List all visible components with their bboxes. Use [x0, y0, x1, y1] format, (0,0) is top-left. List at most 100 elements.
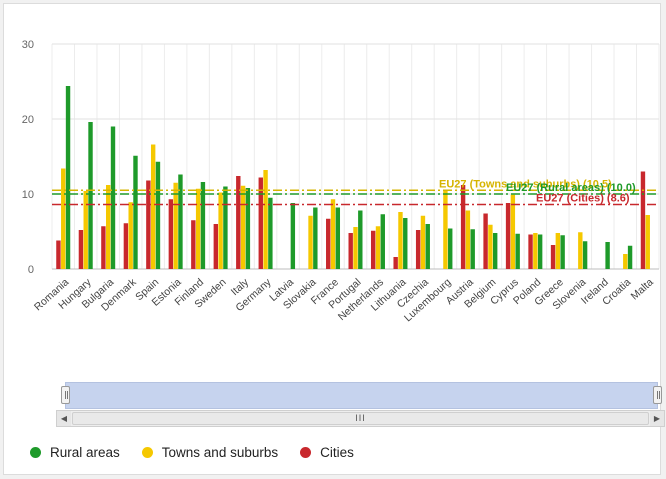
bar-cities [348, 233, 353, 269]
bar-towns-and-suburbs [398, 212, 403, 269]
bar-cities [640, 171, 646, 269]
bar-rural-areas [425, 224, 430, 269]
bar-towns-and-suburbs [510, 194, 516, 269]
legend-label: Cities [320, 445, 354, 460]
bar-rural-areas [245, 188, 251, 269]
bar-cities [415, 230, 421, 269]
bar-rural-areas [133, 155, 138, 269]
scrollbar-thumb[interactable]: III [72, 412, 649, 425]
bar-towns-and-suburbs [330, 199, 336, 269]
bar-rural-areas [223, 186, 228, 269]
bar-towns-and-suburbs [150, 144, 156, 269]
navigator-right-handle[interactable] [653, 386, 662, 404]
bar-towns-and-suburbs [106, 185, 111, 269]
bar-towns-and-suburbs [128, 202, 133, 269]
bar-towns-and-suburbs [353, 227, 358, 269]
y-tick-label: 20 [22, 114, 34, 126]
bar-towns-and-suburbs [375, 226, 381, 269]
legend-label: Towns and suburbs [161, 445, 279, 460]
bar-towns-and-suburbs [420, 215, 426, 269]
bar-rural-areas [268, 197, 273, 269]
bar-cities [460, 185, 466, 269]
x-category-label: Malta [629, 276, 656, 302]
bar-cities [326, 218, 331, 269]
bar-cities [191, 220, 196, 269]
bar-rural-areas [380, 214, 385, 269]
bar-rural-areas [65, 86, 71, 269]
bar-cities [236, 176, 241, 269]
bar-rural-areas [627, 245, 633, 269]
bar-towns-and-suburbs [465, 210, 471, 269]
bar-towns-and-suburbs [578, 232, 583, 269]
chart-legend: Rural areas Towns and suburbs Cities [30, 445, 354, 460]
bar-rural-areas [88, 122, 93, 269]
bar-towns-and-suburbs [83, 191, 88, 269]
bar-towns-and-suburbs [195, 188, 201, 269]
bar-cities [505, 203, 511, 269]
range-navigator[interactable] [59, 382, 664, 409]
y-tick-label: 0 [28, 264, 34, 276]
bar-towns-and-suburbs [488, 224, 493, 269]
bar-rural-areas [537, 234, 543, 269]
bar-rural-areas [313, 207, 318, 269]
legend-swatch [300, 447, 312, 458]
bar-rural-areas [335, 207, 341, 269]
bar-cities [168, 199, 174, 269]
legend-swatch [141, 447, 153, 458]
bar-rural-areas [515, 233, 520, 269]
bar-towns-and-suburbs [218, 192, 223, 269]
bar-cities [483, 213, 488, 269]
bar-towns-and-suburbs [443, 189, 448, 269]
bar-rural-areas [358, 210, 363, 269]
bar-towns-and-suburbs [533, 233, 538, 269]
bar-towns-and-suburbs [308, 215, 313, 269]
bar-chart: 0102030RomaniaHungaryBulgariaDenmarkSpai… [22, 39, 660, 324]
bar-cities [123, 223, 129, 269]
legend-item-cities[interactable]: Cities [300, 445, 354, 460]
legend-swatch [30, 447, 41, 458]
bar-towns-and-suburbs [263, 170, 268, 269]
bar-rural-areas [492, 233, 498, 269]
bar-towns-and-suburbs [240, 185, 246, 269]
bar-towns-and-suburbs [61, 168, 66, 269]
eu27-reference-label: EU27 (Cities) (8.6) [536, 193, 630, 205]
bar-towns-and-suburbs [645, 215, 650, 269]
bar-rural-areas [582, 241, 588, 269]
eu27-reference-label: EU27 (Towns and suburbs) (10.5) [439, 178, 612, 190]
bar-rural-areas [200, 182, 206, 269]
navigator-selection-window[interactable] [65, 382, 658, 409]
bar-cities [528, 234, 533, 269]
bar-rural-areas [178, 174, 183, 269]
bar-rural-areas [560, 235, 565, 269]
bar-rural-areas [155, 161, 161, 269]
bar-cities [550, 245, 556, 269]
bar-cities [101, 226, 106, 269]
scroll-right-arrow-icon[interactable]: ▶ [650, 411, 664, 426]
bar-rural-areas [605, 242, 610, 269]
bar-rural-areas [470, 229, 475, 269]
bar-towns-and-suburbs [173, 182, 178, 269]
navigator-left-handle[interactable] [61, 386, 70, 404]
bar-rural-areas [110, 126, 116, 269]
bar-cities [393, 257, 398, 269]
eu27-reference-label: EU27 (Rural areas) (10.0) [506, 182, 636, 194]
legend-label: Rural areas [50, 445, 120, 460]
bar-rural-areas [448, 228, 453, 269]
scroll-left-arrow-icon[interactable]: ◀ [57, 411, 71, 426]
legend-item-towns-and-suburbs[interactable]: Towns and suburbs [141, 445, 279, 460]
bar-cities [146, 180, 151, 269]
horizontal-scrollbar[interactable]: ◀ III ▶ [56, 410, 665, 427]
y-tick-label: 10 [22, 189, 34, 201]
bar-cities [258, 177, 263, 269]
y-tick-label: 30 [22, 39, 34, 51]
bar-cities [370, 230, 376, 269]
bar-towns-and-suburbs [555, 233, 561, 269]
chart-container: 0 10 20 30 Romania Hungary Bulgaria Denmark Spai… [3, 3, 665, 475]
legend-item-rural-areas[interactable]: Rural areas [30, 445, 120, 460]
bar-rural-areas [403, 218, 408, 269]
bar-rural-areas [290, 203, 296, 269]
bar-cities [78, 230, 84, 269]
bar-cities [213, 224, 219, 269]
bar-towns-and-suburbs [623, 254, 628, 269]
bar-cities [56, 240, 61, 269]
